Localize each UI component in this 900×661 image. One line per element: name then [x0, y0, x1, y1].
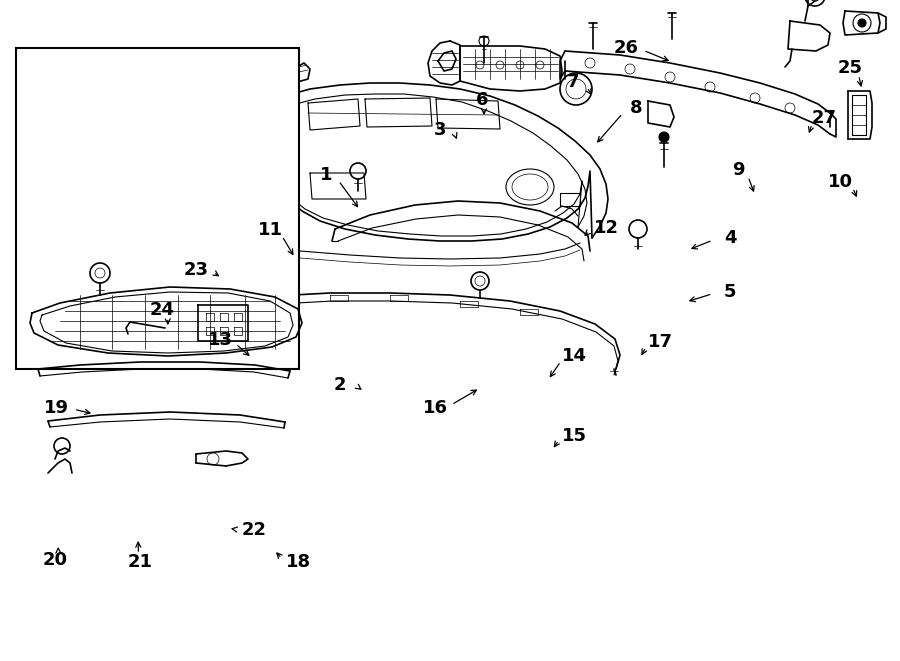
Text: 1: 1	[320, 166, 332, 184]
Bar	[16, 48, 299, 369]
Text: 22: 22	[241, 521, 266, 539]
Text: 26: 26	[614, 39, 638, 57]
Text: 24: 24	[149, 301, 175, 319]
Text: 2: 2	[334, 376, 346, 394]
Circle shape	[659, 132, 669, 142]
Text: 6: 6	[476, 91, 488, 109]
Text: 25: 25	[838, 59, 862, 77]
Text: 3: 3	[434, 121, 446, 139]
Text: 17: 17	[647, 333, 672, 351]
Circle shape	[858, 19, 866, 27]
Text: 16: 16	[422, 399, 447, 417]
Text: 21: 21	[128, 553, 152, 571]
Text: 20: 20	[42, 551, 68, 569]
Text: 13: 13	[208, 331, 232, 349]
Text: 19: 19	[43, 399, 68, 417]
Text: 7: 7	[567, 73, 580, 91]
Text: 27: 27	[812, 109, 836, 127]
Text: 15: 15	[562, 427, 587, 445]
Text: 4: 4	[724, 229, 736, 247]
Text: 8: 8	[630, 99, 643, 117]
Text: 10: 10	[827, 173, 852, 191]
Text: 14: 14	[562, 347, 587, 365]
Text: 18: 18	[285, 553, 310, 571]
Text: 23: 23	[184, 261, 209, 279]
Text: 9: 9	[732, 161, 744, 179]
Text: 11: 11	[257, 221, 283, 239]
Text: 5: 5	[724, 283, 736, 301]
Text: 12: 12	[593, 219, 618, 237]
